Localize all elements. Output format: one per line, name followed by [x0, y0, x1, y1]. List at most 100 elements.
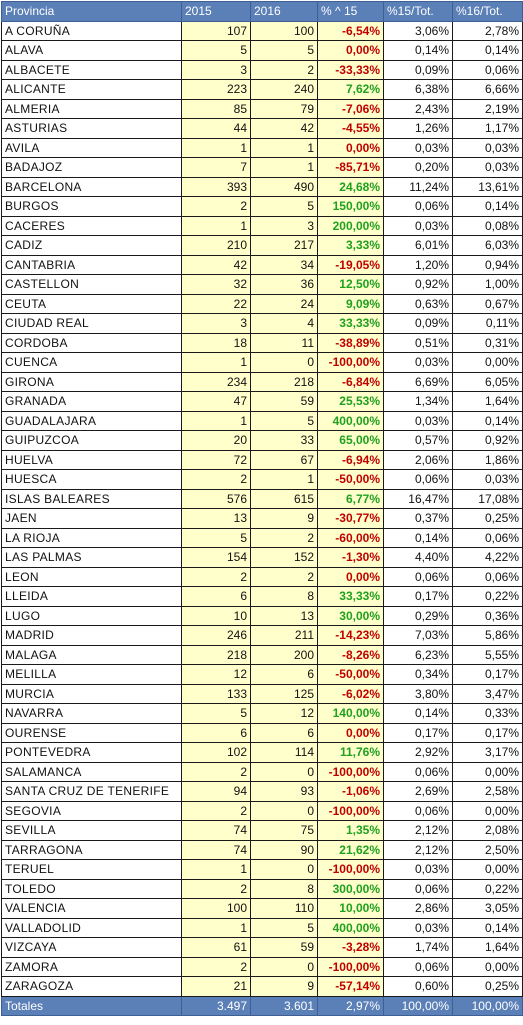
cell-provincia: TERUEL: [1, 859, 182, 880]
cell-change-pct: 6,77%: [317, 488, 384, 509]
cell-2015: 2: [181, 956, 251, 977]
cell-share-2015: 1,26%: [383, 118, 453, 139]
cell-2016: 12: [250, 703, 318, 724]
cell-2016: 114: [250, 742, 318, 763]
cell-provincia: ALBACETE: [1, 59, 182, 80]
cell-2015: 32: [181, 274, 251, 295]
cell-2016: 0: [250, 761, 318, 782]
cell-2016: 6: [250, 722, 318, 743]
cell-share-2016: 0,03%: [452, 157, 523, 178]
table-row: VIZCAYA 61 59 -3,28% 1,74% 1,64%: [1, 937, 523, 958]
cell-share-2015: 2,12%: [383, 839, 453, 860]
cell-provincia: SALAMANCA: [1, 761, 182, 782]
table-row: CORDOBA 18 11 -38,89% 0,51% 0,31%: [1, 332, 523, 353]
totals-share-2016: 100,00%: [452, 995, 523, 1016]
cell-share-2016: 0,36%: [452, 605, 523, 626]
cell-share-2016: 0,67%: [452, 293, 523, 314]
table-row: HUELVA 72 67 -6,94% 2,06% 1,86%: [1, 449, 523, 470]
cell-share-2016: 0,33%: [452, 703, 523, 724]
cell-share-2015: 0,06%: [383, 800, 453, 821]
cell-provincia: ZAMORA: [1, 956, 182, 977]
table-row: LA RIOJA 5 2 -60,00% 0,14% 0,06%: [1, 527, 523, 548]
table-body: A CORUÑA 107 100 -6,54% 3,06% 2,78% ALAVA 5 5 0,0…: [1, 20, 523, 997]
table-row: SEVILLA 74 75 1,35% 2,12% 2,08%: [1, 820, 523, 841]
cell-share-2015: 1,74%: [383, 937, 453, 958]
cell-provincia: GUADALAJARA: [1, 410, 182, 431]
cell-share-2015: 0,63%: [383, 293, 453, 314]
cell-2016: 9: [250, 508, 318, 529]
totals-2015: 3.497: [181, 995, 251, 1016]
cell-share-2016: 1,17%: [452, 118, 523, 139]
cell-provincia: SEVILLA: [1, 820, 182, 841]
table-row: GUIPUZCOA 20 33 65,00% 0,57% 0,92%: [1, 430, 523, 451]
cell-provincia: ZARAGOZA: [1, 976, 182, 997]
cell-share-2016: 4,22%: [452, 547, 523, 568]
table-row: ZAMORA 2 0 -100,00% 0,06% 0,00%: [1, 956, 523, 977]
cell-2016: 100: [250, 20, 318, 41]
cell-share-2015: 0,06%: [383, 469, 453, 490]
cell-change-pct: 400,00%: [317, 410, 384, 431]
cell-share-2016: 0,22%: [452, 878, 523, 899]
cell-share-2016: 0,17%: [452, 664, 523, 685]
cell-share-2015: 2,86%: [383, 898, 453, 919]
cell-2015: 107: [181, 20, 251, 41]
cell-2015: 2: [181, 761, 251, 782]
cell-2015: 154: [181, 547, 251, 568]
cell-2015: 18: [181, 332, 251, 353]
cell-provincia: ALICANTE: [1, 79, 182, 100]
cell-provincia: LA RIOJA: [1, 527, 182, 548]
cell-change-pct: 0,00%: [317, 722, 384, 743]
table-row: VALENCIA 100 110 10,00% 2,86% 3,05%: [1, 898, 523, 919]
totals-change-pct: 2,97%: [317, 995, 384, 1016]
cell-provincia: A CORUÑA: [1, 20, 182, 41]
cell-change-pct: 24,68%: [317, 176, 384, 197]
table-row: CEUTA 22 24 9,09% 0,63% 0,67%: [1, 293, 523, 314]
cell-2015: 72: [181, 449, 251, 470]
cell-2015: 61: [181, 937, 251, 958]
cell-provincia: MADRID: [1, 625, 182, 646]
cell-2015: 1: [181, 215, 251, 236]
cell-share-2016: 1,64%: [452, 937, 523, 958]
cell-share-2015: 6,23%: [383, 644, 453, 665]
cell-provincia: CACERES: [1, 215, 182, 236]
cell-share-2016: 5,86%: [452, 625, 523, 646]
header-change-pct: % ^ 15: [317, 1, 384, 22]
cell-share-2015: 2,06%: [383, 449, 453, 470]
cell-share-2016: 13,61%: [452, 176, 523, 197]
table-row: LUGO 10 13 30,00% 0,29% 0,36%: [1, 605, 523, 626]
cell-provincia: SANTA CRUZ DE TENERIFE: [1, 781, 182, 802]
cell-2015: 5: [181, 40, 251, 61]
cell-share-2015: 6,01%: [383, 235, 453, 256]
cell-share-2015: 0,14%: [383, 527, 453, 548]
cell-share-2016: 0,14%: [452, 40, 523, 61]
cell-share-2015: 0,06%: [383, 196, 453, 217]
cell-2016: 218: [250, 371, 318, 392]
cell-2016: 3: [250, 215, 318, 236]
cell-2015: 1: [181, 859, 251, 880]
cell-share-2015: 0,60%: [383, 976, 453, 997]
cell-change-pct: 12,50%: [317, 274, 384, 295]
cell-2015: 3: [181, 59, 251, 80]
table-row: MELILLA 12 6 -50,00% 0,34% 0,17%: [1, 664, 523, 685]
totals-share-2015: 100,00%: [383, 995, 453, 1016]
cell-2015: 5: [181, 703, 251, 724]
table-row: ISLAS BALEARES 576 615 6,77% 16,47% 17,08%: [1, 488, 523, 509]
cell-share-2016: 0,14%: [452, 196, 523, 217]
table-row: NAVARRA 5 12 140,00% 0,14% 0,33%: [1, 703, 523, 724]
cell-share-2016: 0,14%: [452, 410, 523, 431]
cell-change-pct: 65,00%: [317, 430, 384, 451]
cell-share-2016: 0,14%: [452, 917, 523, 938]
cell-share-2016: 2,19%: [452, 98, 523, 119]
cell-2016: 0: [250, 956, 318, 977]
cell-change-pct: -100,00%: [317, 800, 384, 821]
cell-2015: 6: [181, 586, 251, 607]
cell-share-2015: 1,20%: [383, 254, 453, 275]
table-row: CADIZ 210 217 3,33% 6,01% 6,03%: [1, 235, 523, 256]
cell-share-2015: 6,38%: [383, 79, 453, 100]
cell-2016: 59: [250, 391, 318, 412]
cell-2015: 246: [181, 625, 251, 646]
cell-change-pct: 9,09%: [317, 293, 384, 314]
cell-share-2015: 2,92%: [383, 742, 453, 763]
cell-change-pct: -100,00%: [317, 956, 384, 977]
table-row: VALLADOLID 1 5 400,00% 0,03% 0,14%: [1, 917, 523, 938]
